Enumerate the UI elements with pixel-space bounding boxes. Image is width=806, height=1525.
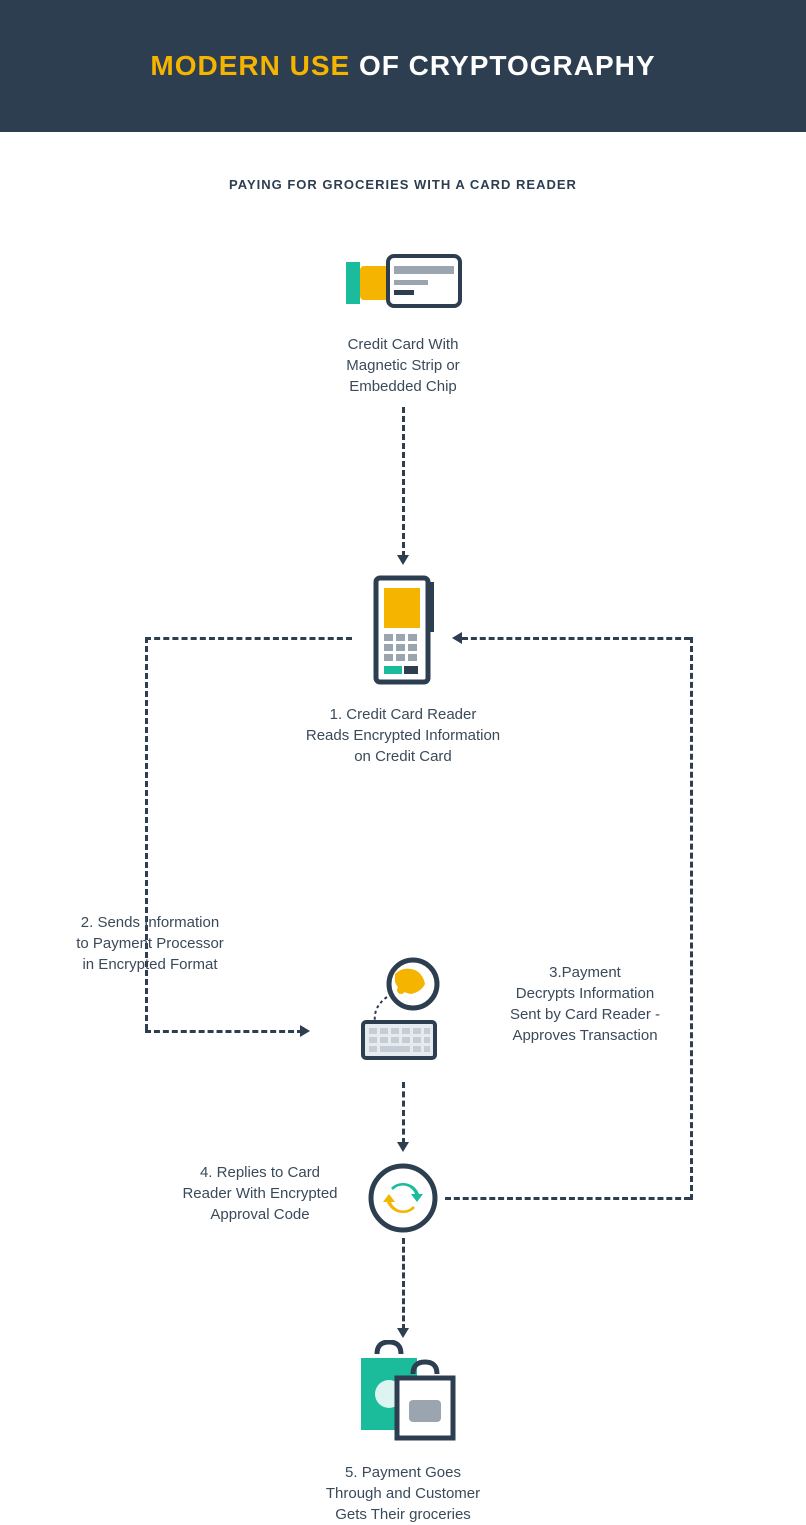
subtitle: PAYING FOR GROCERIES WITH A CARD READER	[0, 177, 806, 192]
credit-card-icon	[338, 242, 468, 322]
node-card-reader-label: 1. Credit Card Reader Reads Encrypted In…	[290, 704, 516, 767]
node-groceries-label: 5. Payment Goes Through and Customer Get…	[310, 1462, 496, 1525]
step-4-label: 4. Replies to Card Reader With Encrypted…	[170, 1162, 350, 1225]
flowchart-canvas: Credit Card With Magnetic Strip or Embed…	[0, 242, 806, 1502]
globe-keyboard-icon	[343, 952, 463, 1072]
arrow-right-icon	[300, 1025, 310, 1037]
card-reader-icon	[358, 572, 448, 692]
edge-approval-right-h1	[445, 1197, 690, 1200]
arrow-down-icon	[397, 555, 409, 565]
page-title: MODERN USE OF CRYPTOGRAPHY	[20, 50, 786, 82]
node-groceries: 5. Payment Goes Through and Customer Get…	[310, 1340, 496, 1525]
arrow-down-icon	[397, 1142, 409, 1152]
shopping-bags-icon	[343, 1340, 463, 1450]
arrow-left-icon	[452, 632, 462, 644]
title-accent: MODERN USE	[150, 50, 350, 81]
edge-approval-right-h2	[462, 637, 690, 640]
step-2-label: 2. Sends Information to Payment Processo…	[60, 912, 240, 975]
edge-reader-left-h2	[145, 1030, 303, 1033]
node-card-reader: 1. Credit Card Reader Reads Encrypted In…	[290, 572, 516, 767]
edge-approval-right-v	[690, 637, 693, 1200]
node-credit-card: Credit Card With Magnetic Strip or Embed…	[318, 242, 488, 397]
node-credit-card-label: Credit Card With Magnetic Strip or Embed…	[318, 334, 488, 397]
header-banner: MODERN USE OF CRYPTOGRAPHY	[0, 0, 806, 132]
edge-approval-to-groceries	[402, 1238, 405, 1330]
sync-circle-icon	[365, 1160, 441, 1236]
edge-reader-left-h1	[145, 637, 352, 640]
node-approval	[365, 1160, 441, 1236]
node-processor	[318, 952, 488, 1072]
arrow-down-icon	[397, 1328, 409, 1338]
step-3-label: 3.Payment Decrypts Information Sent by C…	[490, 962, 680, 1046]
title-rest: OF CRYPTOGRAPHY	[350, 50, 655, 81]
edge-card-to-reader	[402, 407, 405, 557]
edge-processor-to-approval	[402, 1082, 405, 1144]
